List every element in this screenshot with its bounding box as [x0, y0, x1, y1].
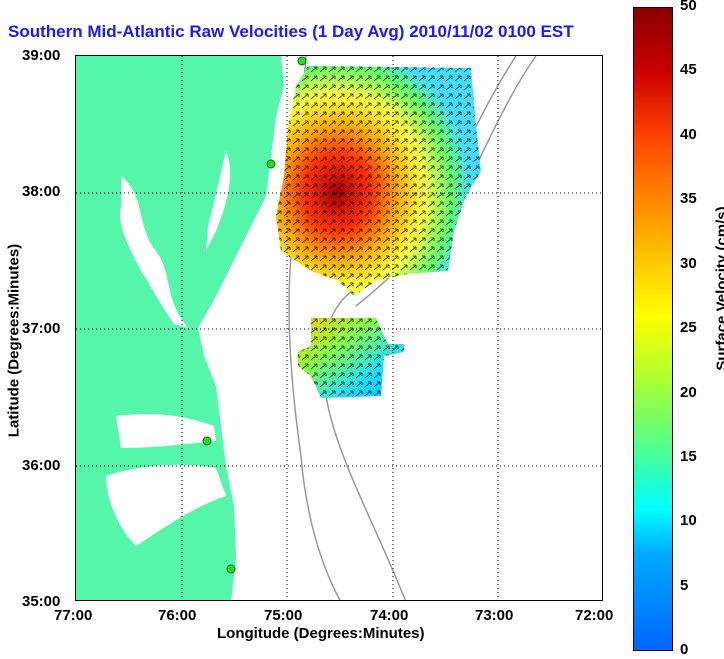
x-tick-label: 75:00 [264, 607, 303, 624]
delmarva-water [206, 151, 231, 251]
y-tick-label: 37:00 [22, 320, 61, 337]
y-tick-label: 39:00 [22, 47, 61, 64]
pamlico-sound [106, 464, 226, 546]
y-tick-label: 35:00 [22, 593, 61, 610]
colorbar-tick: 5 [680, 577, 689, 594]
x-tick-label: 74:00 [370, 607, 409, 624]
y-axis-label: Latitude (Degrees:Minutes) [5, 243, 23, 438]
station-markers [202, 56, 307, 574]
x-tick-label: 76:00 [158, 607, 197, 624]
chesapeake-bay [120, 176, 188, 328]
colorbar-tick: 35 [680, 190, 697, 207]
colorbar-tick: 40 [680, 126, 697, 143]
colorbar-label: Surface Velocity (cm/s) [713, 206, 724, 371]
station-marker [226, 564, 236, 574]
y-tick-label: 38:00 [22, 183, 61, 200]
colorbar-tick: 15 [680, 448, 697, 465]
albemarle-sound [116, 414, 216, 448]
map-title: Southern Mid-Atlantic Raw Velocities (1 … [8, 22, 574, 41]
station-marker [202, 436, 212, 446]
velocity-field-south-arrows [298, 318, 404, 398]
y-tick-label: 36:00 [22, 457, 61, 474]
x-axis-label: Longitude (Degrees:Minutes) [217, 625, 425, 642]
x-tick-label: 72:00 [575, 607, 614, 624]
station-marker [266, 159, 276, 169]
map-svg [76, 56, 602, 600]
colorbar-tick: 45 [680, 61, 697, 78]
colorbar-tick: 50 [680, 0, 697, 14]
colorbar-tick: 10 [680, 512, 697, 529]
colorbar-tick: 0 [680, 641, 689, 658]
colorbar [633, 7, 673, 651]
colorbar-tick: 30 [680, 255, 697, 272]
grid-lines [76, 56, 602, 600]
map-plot-area [75, 55, 603, 601]
x-tick-label: 73:00 [475, 607, 514, 624]
x-tick-label: 77:00 [54, 607, 93, 624]
colorbar-tick: 20 [680, 384, 697, 401]
colorbar-tick: 25 [680, 319, 697, 336]
velocity-field-north-arrows [276, 66, 481, 296]
station-marker [297, 56, 307, 66]
